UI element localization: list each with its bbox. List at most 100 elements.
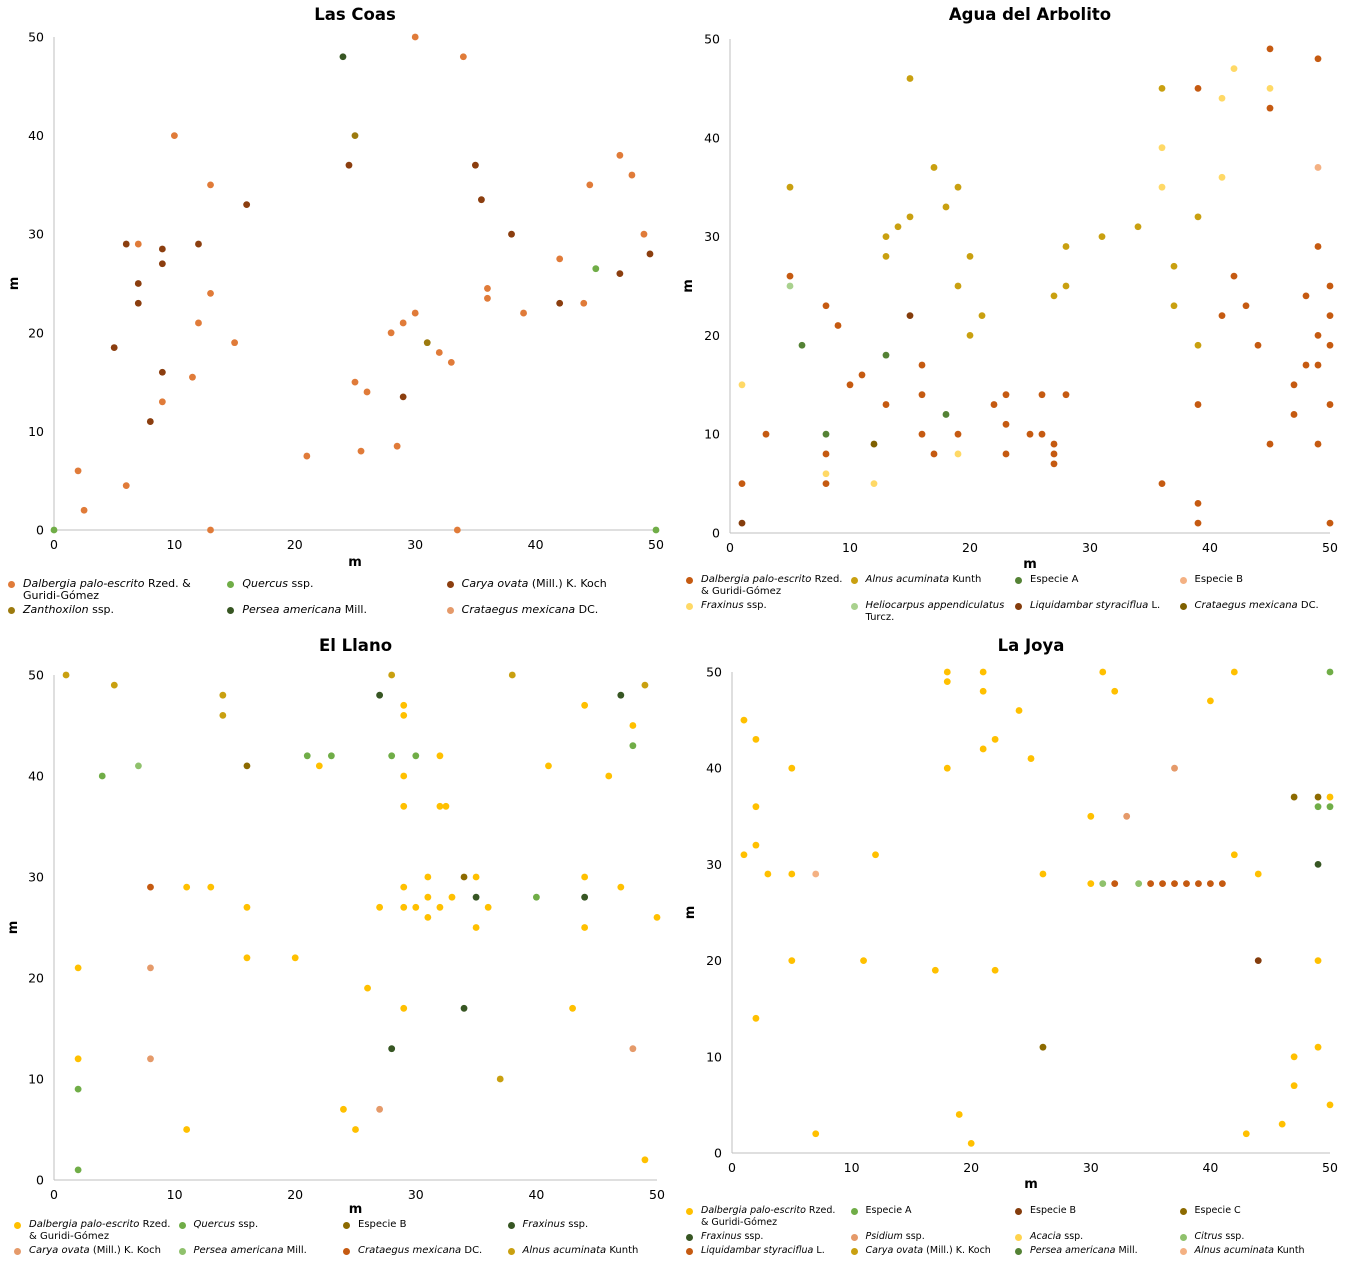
x-tick-label: 0 [726, 540, 734, 555]
data-point [472, 924, 480, 931]
x-tick-label: 50 [648, 537, 664, 552]
data-point [1266, 104, 1274, 112]
series-heliocarpus-appendiculatus-turcz [786, 282, 794, 290]
data-point [340, 1105, 347, 1113]
data-point [1039, 870, 1047, 878]
data-point [979, 745, 987, 753]
data-point [195, 240, 202, 248]
legend-marker [686, 577, 693, 584]
legend-item: Especie A [850, 1205, 1008, 1229]
data-point [303, 452, 311, 460]
legend-item: Carya ovata (Mill.) K. Koch [446, 578, 658, 602]
data-point [207, 289, 214, 297]
data-point [1099, 880, 1107, 888]
data-point [617, 691, 625, 699]
chart-title: La Joya [997, 636, 1065, 655]
legend-marker [178, 1248, 186, 1255]
data-point [423, 339, 431, 347]
series-especie-a [1314, 668, 1334, 811]
legend-item: Liquidambar styraciflua L. [686, 1245, 843, 1257]
data-point [872, 851, 879, 859]
legend-marker [1015, 1248, 1022, 1255]
legend-item: Crataegus mexicana DC. [1179, 600, 1337, 624]
legend-label: Alnus acuminata Kunth [865, 574, 982, 585]
data-point [979, 668, 987, 676]
data-point [616, 151, 624, 159]
chart-plot: 0 10 20 30 40 50 0 10 20 30 40 50 m m [683, 665, 1338, 1193]
data-point [1123, 812, 1131, 820]
data-point [1194, 341, 1202, 349]
data-point [1314, 361, 1322, 369]
data-point [834, 322, 842, 329]
series-especie-b [1314, 164, 1322, 171]
data-point [135, 762, 142, 770]
data-point [122, 482, 130, 490]
data-point [134, 240, 142, 248]
legend-item: Dalbergia palo-escrito Rzed. & Guridi-Gó… [8, 578, 219, 602]
data-point [740, 716, 748, 724]
data-point [1158, 183, 1166, 191]
x-tick-label: 20 [962, 540, 978, 555]
series-persea-americana-mill [339, 53, 347, 61]
data-point [930, 164, 938, 171]
legend-label: Carya ovata (Mill.) K. Koch [29, 1245, 161, 1256]
series-crataegus-mexicana-dc [147, 883, 154, 891]
legend-marker [14, 1248, 21, 1255]
data-point [581, 701, 589, 709]
data-point [882, 351, 890, 359]
data-point [400, 772, 408, 780]
data-point [605, 772, 613, 780]
series-crataegus-mexicana-dc [870, 440, 878, 448]
data-point [967, 1139, 975, 1147]
chart-legend: Dalbergia palo-escrito Rzed. & Guridi-Gó… [686, 1205, 1336, 1257]
data-point [351, 132, 359, 140]
data-point [1062, 282, 1070, 290]
data-point [1194, 519, 1202, 527]
legend-label: Zanthoxilon ssp. [23, 603, 115, 616]
data-point [315, 762, 323, 770]
data-point [1038, 391, 1046, 399]
data-point [1314, 1043, 1322, 1051]
x-tick-label: 40 [528, 1187, 544, 1202]
data-point [134, 299, 142, 307]
data-point [617, 883, 625, 891]
data-point [442, 802, 450, 810]
legend-marker [343, 1248, 350, 1255]
legend-label: Especie B [358, 1219, 407, 1230]
data-point [1254, 957, 1262, 964]
legend-marker [850, 1234, 858, 1241]
data-point [411, 309, 419, 317]
legend-label: Liquidambar styraciflua L. [701, 1245, 825, 1256]
data-point [822, 480, 830, 487]
legend-marker [1015, 1234, 1022, 1241]
series-especie-a [798, 341, 950, 438]
data-point [954, 450, 962, 458]
data-point [738, 381, 746, 389]
data-point [74, 1055, 82, 1063]
legend-item: Liquidambar styraciflua L. [1015, 600, 1172, 624]
data-point [653, 914, 661, 921]
data-point [110, 344, 118, 351]
legend-item: Especie C [1179, 1205, 1337, 1229]
data-point [110, 681, 118, 689]
data-point [1062, 391, 1070, 399]
series-fraxinus-ssp [376, 691, 625, 1053]
data-point [400, 1004, 408, 1012]
legend-marker [446, 607, 454, 614]
legend-item: Heliocarpus appendiculatus Turcz. [850, 600, 1008, 624]
data-point [1326, 401, 1334, 408]
y-tick-label: 30 [28, 227, 44, 242]
data-point [1314, 440, 1322, 448]
data-point [1230, 668, 1238, 676]
legend-label: Alnus acuminata Kunth [1194, 1245, 1305, 1256]
legend-marker [8, 581, 15, 588]
series-citrus-ssp [1099, 880, 1143, 888]
legend-label: Crataegus mexicana DC. [461, 603, 599, 616]
legend-marker [507, 1248, 515, 1255]
data-point [870, 480, 878, 487]
data-point [786, 183, 794, 191]
data-point [1326, 341, 1334, 349]
data-point [388, 752, 396, 760]
chart-panel-el-llano: El Llano 0 10 20 30 40 50 0 10 20 30 40 50 m m Dalber… [0, 630, 674, 1262]
y-tick-label: 40 [706, 761, 722, 776]
